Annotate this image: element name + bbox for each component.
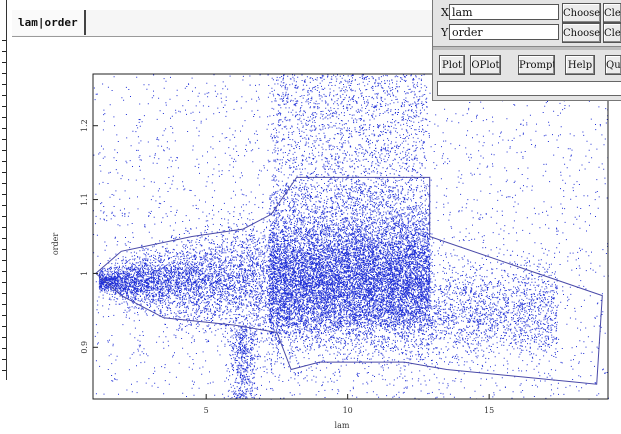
edge-tick	[2, 348, 6, 349]
panel-divider	[433, 46, 621, 50]
left-window-edge	[0, 0, 10, 434]
oplot-button[interactable]: OPlot	[470, 55, 501, 75]
y-tick-label: 1	[80, 271, 89, 276]
edge-tick	[2, 73, 6, 74]
edge-tick	[2, 337, 6, 338]
y-choose-button[interactable]: Choose	[562, 23, 601, 43]
edge-tick	[2, 282, 6, 283]
edge-tick	[2, 326, 6, 327]
scatter-point-cloud	[93, 74, 609, 400]
edge-tick	[2, 106, 6, 107]
plot-button[interactable]: Plot	[439, 55, 465, 75]
help-button[interactable]: Help	[565, 55, 595, 75]
x-tick-label: 5	[204, 406, 209, 415]
edge-tick	[2, 150, 6, 151]
edge-tick	[2, 271, 6, 272]
edge-tick	[2, 370, 6, 371]
axis-ticks: 5 10 15 0.9 1 1.1 1.2	[80, 119, 494, 415]
x-axis-label: lam	[335, 421, 350, 430]
edge-tick	[2, 260, 6, 261]
edge-tick	[2, 40, 6, 41]
edge-tick	[2, 183, 6, 184]
x-tick-label: 10	[343, 406, 353, 415]
tab-bar: lam|order	[12, 10, 442, 37]
edge-tick	[2, 249, 6, 250]
edge-rail	[6, 0, 7, 380]
y-clear-button[interactable]: Clear	[603, 23, 621, 43]
edge-tick	[2, 172, 6, 173]
edge-tick	[2, 194, 6, 195]
y-axis-label: order	[51, 233, 60, 255]
prompt-button[interactable]: Prompt	[518, 55, 555, 75]
tab-lam-order[interactable]: lam|order	[12, 10, 86, 35]
density-outline	[95, 176, 603, 385]
x-tick-label: 15	[484, 406, 494, 415]
edge-tick	[2, 139, 6, 140]
plot-frame	[92, 73, 609, 400]
edge-tick	[2, 95, 6, 96]
x-choose-button[interactable]: Choose	[562, 3, 601, 23]
edge-tick	[2, 84, 6, 85]
edge-tick	[2, 205, 6, 206]
edge-tick	[2, 293, 6, 294]
x-variable-field[interactable]: lam	[449, 4, 559, 20]
y-tick-label: 0.9	[80, 341, 89, 354]
scatter-points	[93, 74, 609, 400]
y-tick-label: 1.2	[80, 119, 89, 132]
status-field	[437, 81, 621, 96]
edge-tick	[2, 216, 6, 217]
edge-tick	[2, 359, 6, 360]
edge-tick	[2, 227, 6, 228]
edge-tick	[2, 51, 6, 52]
edge-tick	[2, 238, 6, 239]
x-clear-button[interactable]: Clear	[603, 3, 621, 23]
edge-tick	[2, 62, 6, 63]
edge-tick	[2, 315, 6, 316]
edge-tick	[2, 128, 6, 129]
edge-tick	[2, 117, 6, 118]
y-tick-label: 1.1	[80, 193, 89, 206]
y-row-label: Y	[441, 26, 449, 39]
edge-tick	[2, 161, 6, 162]
edge-tick	[2, 304, 6, 305]
y-variable-field[interactable]: order	[449, 24, 559, 40]
x-row-label: X	[441, 6, 449, 19]
control-panel: X lam Choose Clear Y order Choose Clear …	[432, 0, 621, 101]
quit-button[interactable]: Quit	[605, 55, 621, 75]
